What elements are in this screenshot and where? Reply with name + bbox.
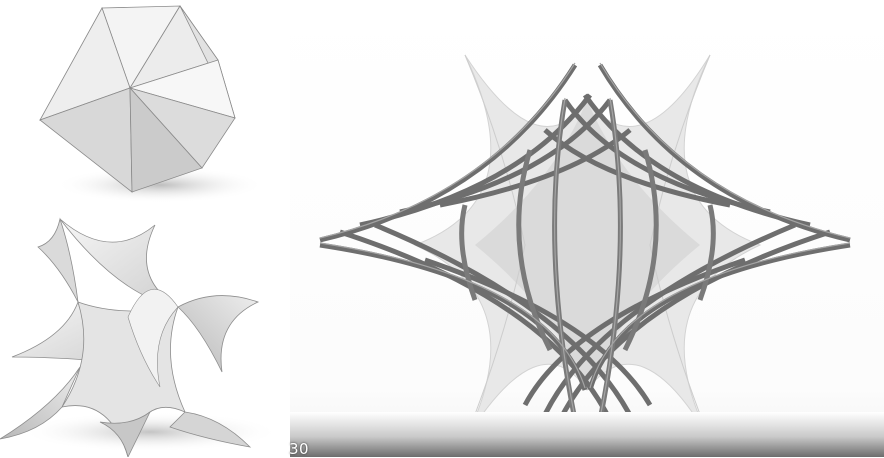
icosahedron-render-panel: [30, 0, 265, 203]
gridshell-top-view-panel: [290, 0, 884, 457]
icosahedron-render: [39, 5, 265, 203]
floor-shadow: [20, 412, 280, 452]
gridshell-rods: [319, 62, 851, 427]
floor-shadow: [55, 167, 265, 203]
video-overlay-bar: [290, 412, 884, 457]
minimal-surface-render-panel: [0, 207, 290, 457]
video-timestamp: 30: [289, 440, 310, 458]
minimal-surface-render: [0, 217, 280, 457]
gridshell-top-view: [319, 54, 851, 441]
